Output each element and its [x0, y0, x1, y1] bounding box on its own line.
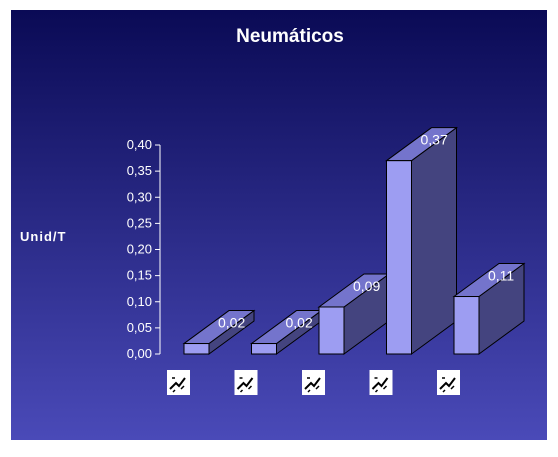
y-tick-label: 0,35: [127, 163, 152, 178]
bar-front: [454, 297, 479, 354]
category-icon: [437, 370, 460, 395]
bar-front: [387, 161, 412, 354]
category-icon-box: [437, 370, 460, 395]
y-tick-label: 0,20: [127, 242, 152, 257]
data-label: 0,02: [286, 315, 313, 331]
category-icon-box: [302, 370, 325, 395]
data-label: 0,09: [353, 278, 380, 294]
chart-title: Neumáticos: [236, 26, 344, 47]
category-icon: [235, 370, 258, 395]
data-label: 0,02: [218, 315, 245, 331]
category-icon-box: [370, 370, 393, 395]
chart-background: [11, 10, 547, 440]
bar: [387, 128, 457, 354]
bar-front: [252, 344, 277, 354]
data-label: 0,11: [488, 268, 514, 284]
bar-front: [319, 307, 344, 354]
y-axis-label: Unid/T: [20, 229, 66, 244]
category-icon: [302, 370, 325, 395]
y-tick-label: 0,25: [127, 215, 152, 230]
y-tick-label: 0,40: [127, 137, 152, 152]
category-icon: [370, 370, 393, 395]
y-tick-label: 0,30: [127, 189, 152, 204]
y-tick-label: 0,05: [127, 320, 152, 335]
category-icon-box: [167, 370, 190, 395]
y-tick-label: 0,00: [127, 346, 152, 361]
bar-front: [184, 344, 209, 354]
bar-side: [412, 128, 457, 354]
category-icon: [167, 370, 190, 395]
data-label: 0,37: [421, 132, 448, 148]
y-tick-label: 0,10: [127, 294, 152, 309]
category-icon-box: [235, 370, 258, 395]
y-tick-label: 0,15: [127, 268, 152, 283]
